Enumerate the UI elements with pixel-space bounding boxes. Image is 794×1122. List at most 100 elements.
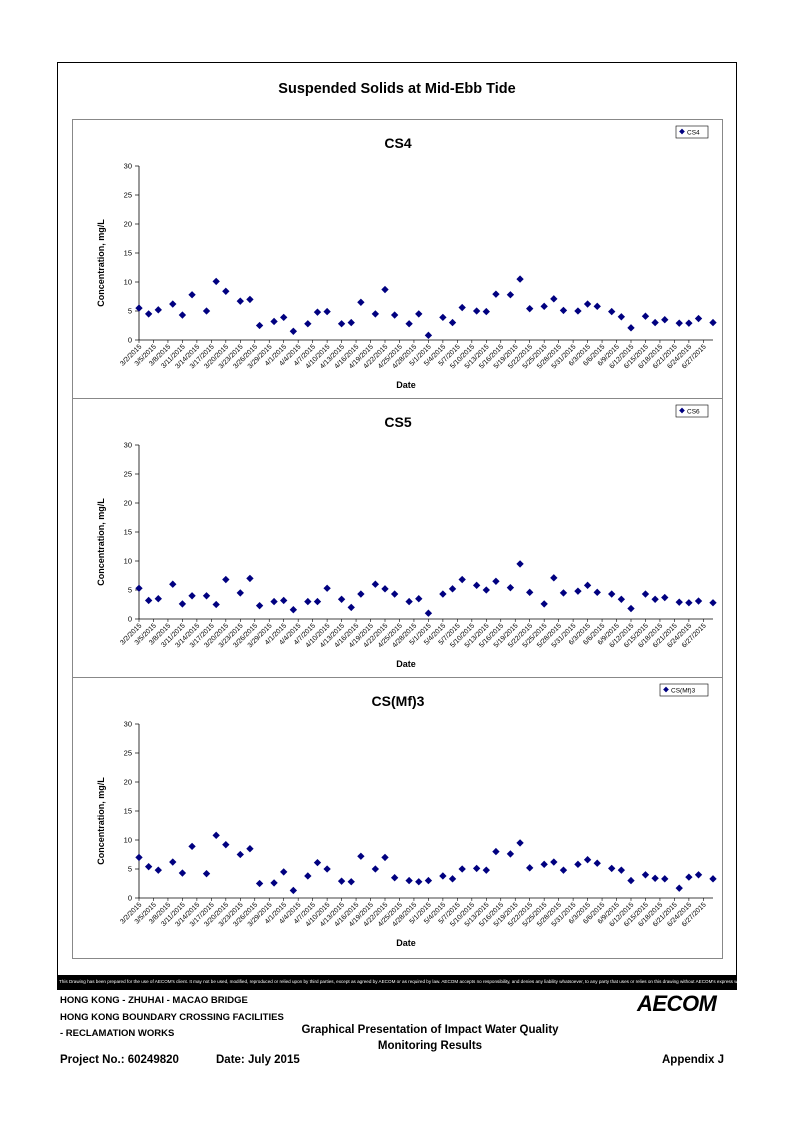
c0-y-tick-label: 20 [124, 220, 132, 229]
c0-data-point [526, 305, 534, 313]
c1-y-axis-label: Concentration, mg/L [96, 498, 106, 586]
c2-data-point [246, 845, 254, 853]
c0-x-axis-label: Date [396, 380, 416, 390]
c0-data-point [661, 316, 669, 324]
c1-legend-box [675, 404, 709, 418]
appendix-label: Appendix J [662, 1054, 724, 1066]
c0-y-tick-label: 15 [124, 249, 132, 258]
c1-data-point [255, 601, 264, 610]
c1-x-axis-label: Date [396, 659, 416, 669]
c2-y-tick-label: 30 [124, 720, 132, 729]
c1-data-point [651, 595, 659, 603]
c2-data-point [390, 874, 399, 882]
c0-y-tick-label: 0 [128, 336, 132, 345]
c0-data-point [617, 313, 626, 321]
c2-y-axis-label: Concentration, mg/L [96, 777, 106, 865]
c1-data-point [154, 595, 162, 603]
c2-data-point [371, 865, 380, 873]
c1-data-point [178, 600, 187, 608]
c0-data-point [304, 320, 312, 328]
c1-data-point [550, 574, 558, 582]
c2-data-point [482, 866, 490, 874]
c2-data-point [135, 853, 143, 862]
project-line-1: HONG KONG - ZHUHAI - MACAO BRIDGE [60, 995, 248, 1006]
report-date: Date: July 2015 [216, 1054, 300, 1066]
c0-data-point [357, 298, 365, 306]
c1-data-point [357, 590, 365, 598]
c2-data-point [526, 864, 534, 872]
c1-legend: CS6 [675, 404, 709, 418]
c2-data-point [347, 878, 355, 886]
c0-data-point [424, 331, 433, 340]
c1-data-point [641, 590, 650, 598]
c1-title: CS5 [384, 414, 411, 430]
c0-data-point [709, 318, 717, 327]
c1-data-point [405, 597, 413, 606]
c0-data-point [347, 318, 355, 327]
c0-y-tick-label: 30 [124, 162, 132, 171]
chart-panel-cs5: CS5 CS6 0 5 10 15 20 25 30 Concentration, mg/L 3/2… [72, 398, 723, 678]
c2-data-point [236, 850, 244, 859]
c1-data-point [685, 599, 693, 607]
drawing-frame: Suspended Solids at Mid-Ebb Tide CS4 CS4 0… [57, 62, 737, 990]
drawing-title-block: Graphical Presentation of Impact Water Q… [280, 1022, 580, 1054]
c1-data-point [246, 574, 254, 583]
c2-data-point [313, 858, 322, 867]
c0-data-point [415, 310, 423, 318]
c0-data-point [458, 303, 466, 312]
c0-legend-marker [679, 128, 685, 135]
c0-data-point [540, 302, 548, 311]
c1-data-point [212, 600, 220, 609]
c1-data-point [144, 596, 153, 605]
c2-data-point [608, 864, 616, 873]
c0-legend-label: CS4 [687, 130, 700, 137]
c1-data-point [280, 596, 288, 605]
c0-data-point [641, 312, 650, 320]
c1-data-point [236, 589, 244, 597]
c0-data-point [135, 304, 143, 312]
project-number: Project No.: 60249820 [60, 1054, 179, 1066]
c1-data-point [458, 575, 466, 584]
c0-y-axis-label: Concentration, mg/L [96, 219, 106, 307]
c2-data-point [685, 873, 693, 881]
c2-y-tick-label: 15 [124, 807, 132, 816]
c0-data-point [144, 310, 153, 318]
c1-data-point [492, 577, 500, 585]
c0-data-point [482, 307, 490, 316]
c1-data-point [694, 597, 703, 605]
c0-y-tick-label: 10 [124, 278, 132, 287]
c1-data-point [559, 589, 568, 597]
c1-y-tick-label: 30 [124, 441, 132, 450]
c2-data-point [472, 864, 481, 873]
c0-legend: CS4 [675, 125, 709, 139]
c0-data-point [583, 300, 592, 308]
c2-data-point [169, 858, 177, 866]
c1-data-point [347, 603, 355, 612]
c1-data-point [617, 595, 626, 603]
c0-data-point [559, 306, 568, 315]
c0-data-point [492, 290, 500, 298]
c2-data-point [651, 874, 659, 882]
chart-csmf3: CS(Mf)3 CS(Mf)3 0 5 10 15 20 25 30 Concentration,… [96, 683, 717, 948]
c2-y-tick-label: 25 [124, 749, 132, 758]
c1-data-point [709, 599, 717, 607]
c0-data-point [313, 308, 322, 316]
c2-data-point [381, 853, 389, 862]
c2-y-tick-label: 5 [128, 865, 132, 874]
c1-data-point [627, 604, 635, 613]
c2-data-point [405, 876, 413, 885]
c2-data-point [516, 839, 524, 847]
c1-y-tick-label: 0 [128, 615, 132, 624]
c2-data-point [202, 869, 211, 878]
c0-data-point [439, 313, 447, 322]
c0-data-point [255, 321, 264, 330]
c0-data-point [246, 295, 254, 304]
c0-data-point [280, 313, 288, 322]
c1-data-point [390, 590, 399, 598]
c1-y-tick-label: 25 [124, 470, 132, 479]
c2-data-point [617, 866, 626, 874]
c2-data-point [593, 859, 601, 867]
c1-data-point [313, 597, 322, 606]
drawing-title-line-2: Monitoring Results [377, 1040, 483, 1052]
